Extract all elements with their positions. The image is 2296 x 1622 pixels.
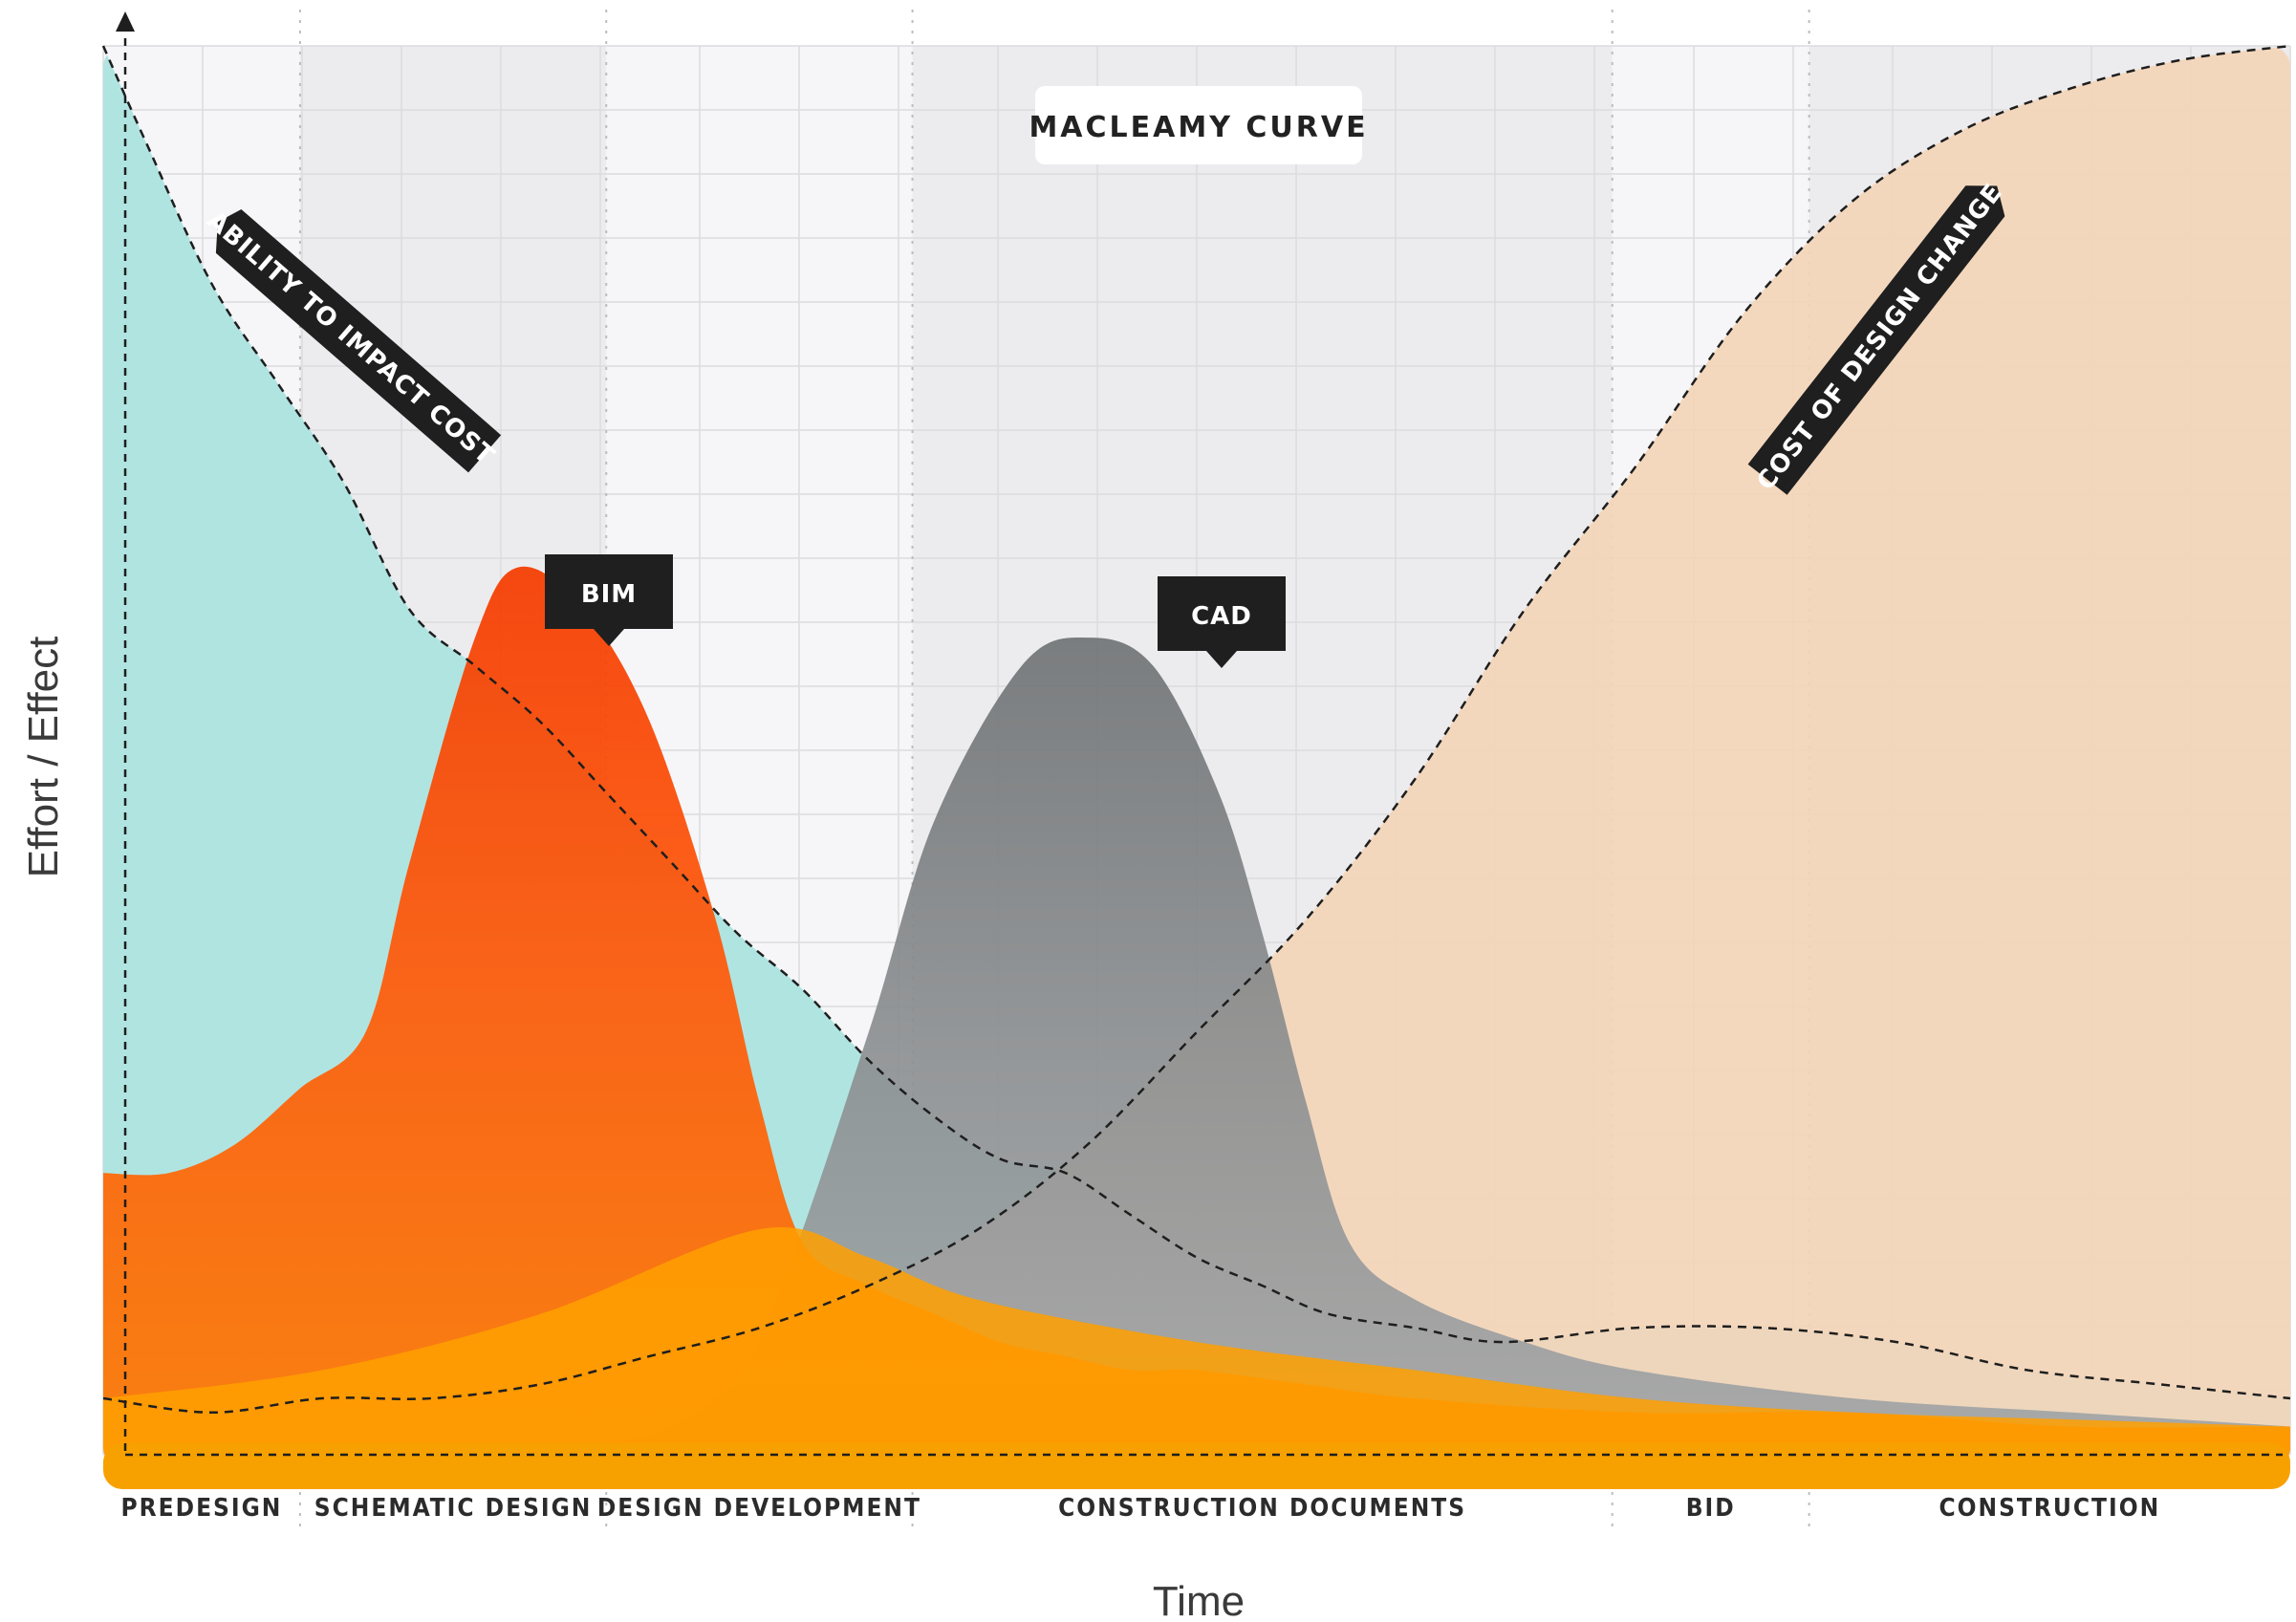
- y-axis-arrow-icon: [116, 11, 135, 32]
- y-axis-label: Effort / Effect: [20, 637, 67, 878]
- x-axis-label: Time: [1153, 1578, 1245, 1622]
- bim-tag: BIM: [545, 554, 673, 646]
- bim-label: BIM: [581, 580, 637, 609]
- phase-label: SCHEMATIC DESIGN: [314, 1494, 593, 1523]
- cad-label: CAD: [1191, 602, 1252, 631]
- area-base-orange: [103, 1227, 2290, 1468]
- series-lines: [101, 44, 2291, 1415]
- phase-labels: PREDESIGN SCHEMATIC DESIGN DESIGN DEVELOPM…: [121, 1494, 2160, 1523]
- line-cost-of-design-change: [102, 44, 2291, 1415]
- cad-tag: CAD: [1158, 576, 1286, 668]
- series-areas: [103, 46, 2290, 1468]
- area-bim: [103, 566, 2290, 1468]
- phase-label: DESIGN DEVELOPMENT: [597, 1494, 921, 1523]
- base-band: [103, 1443, 2290, 1489]
- chart-title-box: MACLEAMY CURVE: [1029, 86, 1368, 164]
- line-ability-to-impact-cost: [101, 45, 2291, 1400]
- area-cad: [103, 638, 2290, 1468]
- phase-label: CONSTRUCTION DOCUMENTS: [1058, 1494, 1466, 1523]
- y-axis: [116, 11, 135, 1455]
- chart-title: MACLEAMY CURVE: [1029, 111, 1368, 144]
- area-cost-of-design-change: [103, 46, 2290, 1468]
- phase-label: PREDESIGN: [121, 1494, 283, 1523]
- phase-label: BID: [1686, 1494, 1736, 1523]
- phase-label: CONSTRUCTION: [1939, 1494, 2160, 1523]
